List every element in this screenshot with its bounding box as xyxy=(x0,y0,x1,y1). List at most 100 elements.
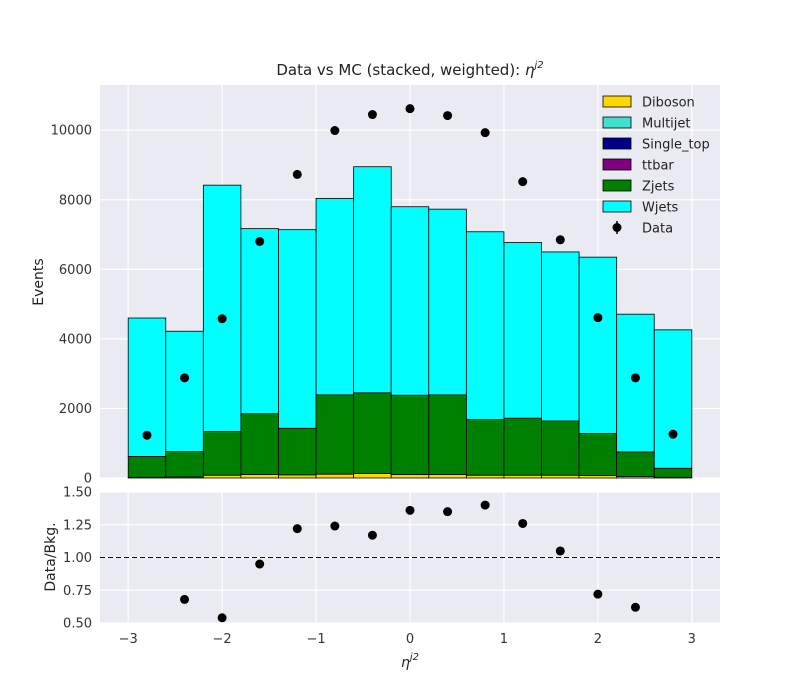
bar-wjets xyxy=(165,330,204,452)
bar-wjets xyxy=(315,197,355,396)
x-tick-labels: −3 −2 −1 0 1 2 3 xyxy=(119,632,696,647)
legend-swatch-ttbar xyxy=(602,158,632,171)
main-panel: 0 2000 4000 6000 8000 10000 Data vs MC (stack… xyxy=(31,60,720,487)
data-point xyxy=(330,126,340,136)
data-point xyxy=(217,314,227,324)
x-tick-label: −3 xyxy=(119,632,138,647)
bar-wjets xyxy=(353,166,392,394)
bar-wjets xyxy=(503,242,542,419)
bar-wjets xyxy=(240,228,279,415)
bar-diboson xyxy=(353,473,392,479)
legend-swatch-multijet xyxy=(602,116,632,129)
ratio-point xyxy=(292,524,302,534)
ratio-point xyxy=(480,500,490,510)
bar-diboson xyxy=(465,474,505,479)
chart-title-variable: η xyxy=(525,61,535,79)
ratio-point xyxy=(518,518,528,528)
data-point xyxy=(668,429,678,439)
ratio-points xyxy=(180,500,640,623)
bar-zjets xyxy=(315,394,355,475)
x-axis-label-superscript: j2 xyxy=(408,652,419,663)
data-point xyxy=(255,237,265,247)
x-tick-label: −2 xyxy=(213,632,232,647)
data-point xyxy=(593,313,603,323)
bar-zjets xyxy=(202,430,242,476)
legend-label-diboson: Diboson xyxy=(642,96,695,111)
bar-zjets xyxy=(278,427,317,476)
bar-wjets xyxy=(202,184,242,432)
ratio-panel: 0.50 0.75 1.00 1.25 1.50 −3 −2 −1 0 1 2 3 Data/Bkg… xyxy=(43,486,720,671)
legend-swatch-zjets xyxy=(602,179,632,192)
bar-zjets xyxy=(465,419,505,476)
data-point xyxy=(142,430,152,440)
ratio-point xyxy=(443,507,453,517)
legend-label-single-top: Single_top xyxy=(642,138,710,153)
legend-label-wjets: Wjets xyxy=(642,201,679,216)
data-point xyxy=(630,373,640,383)
ratio-point xyxy=(180,594,190,604)
x-axis-label-variable: η xyxy=(401,655,410,671)
legend-swatch-diboson xyxy=(602,95,632,108)
bar-zjets xyxy=(653,467,693,478)
legend-label-data: Data xyxy=(642,222,673,237)
chart-title: Data vs MC (stacked, weighted): ηj2 xyxy=(276,60,543,79)
bar-zjets xyxy=(240,413,279,475)
ratio-point xyxy=(330,521,340,531)
main-y-tick-label: 10000 xyxy=(51,124,92,139)
x-axis-label: ηj2 xyxy=(401,652,419,671)
main-y-axis-label: Events xyxy=(31,258,47,305)
main-y-tick-labels: 0 2000 4000 6000 8000 10000 xyxy=(51,124,92,487)
bar-diboson xyxy=(278,474,317,479)
legend-label-ttbar: ttbar xyxy=(642,159,674,174)
bar-zjets xyxy=(428,394,467,475)
bar-wjets xyxy=(390,206,430,396)
bar-wjets xyxy=(616,313,655,453)
ratio-y-axis-label: Data/Bkg. xyxy=(43,522,59,591)
x-tick-label: 0 xyxy=(406,632,414,647)
legend-swatch-single-top xyxy=(602,137,632,150)
bar-wjets xyxy=(465,231,505,420)
ratio-point xyxy=(255,559,265,569)
ratio-y-tick-labels: 0.50 0.75 1.00 1.25 1.50 xyxy=(63,486,92,632)
bar-diboson xyxy=(240,474,279,479)
bar-diboson xyxy=(390,474,430,479)
bar-wjets xyxy=(653,329,693,469)
main-y-tick-label: 8000 xyxy=(59,193,92,208)
legend-label-zjets: Zjets xyxy=(642,180,675,195)
data-point xyxy=(367,110,377,120)
legend-swatch-wjets xyxy=(602,200,632,213)
ratio-y-tick-label: 0.50 xyxy=(63,617,92,632)
ratio-point xyxy=(405,505,415,515)
bar-wjets xyxy=(428,208,467,396)
chart-title-main: Data vs MC (stacked, weighted): xyxy=(276,61,525,79)
ratio-y-tick-label: 1.25 xyxy=(63,518,92,533)
ratio-point xyxy=(367,530,377,540)
main-y-tick-label: 0 xyxy=(84,472,92,487)
x-tick-label: −1 xyxy=(306,632,325,647)
data-point xyxy=(480,128,490,138)
bar-wjets xyxy=(278,229,317,429)
data-point xyxy=(180,373,190,383)
bar-zjets xyxy=(353,392,392,474)
main-y-tick-label: 2000 xyxy=(59,402,92,417)
main-y-tick-label: 4000 xyxy=(59,332,92,347)
bar-diboson xyxy=(202,474,242,479)
stacked-bars xyxy=(127,166,693,479)
ratio-y-tick-label: 1.50 xyxy=(63,486,92,501)
x-tick-label: 1 xyxy=(500,632,508,647)
bar-wjets xyxy=(541,251,580,422)
bar-diboson xyxy=(428,474,467,479)
data-point xyxy=(555,235,565,245)
data-point xyxy=(518,177,528,187)
bar-zjets xyxy=(503,417,542,476)
ratio-y-tick-label: 0.75 xyxy=(63,584,92,599)
ratio-point xyxy=(630,602,640,612)
bar-zjets xyxy=(541,420,580,476)
bar-zjets xyxy=(390,394,430,475)
bar-zjets xyxy=(127,456,167,478)
bar-diboson xyxy=(315,473,355,479)
ratio-point xyxy=(593,589,603,599)
x-tick-label: 3 xyxy=(688,632,696,647)
bar-zjets xyxy=(578,433,618,476)
